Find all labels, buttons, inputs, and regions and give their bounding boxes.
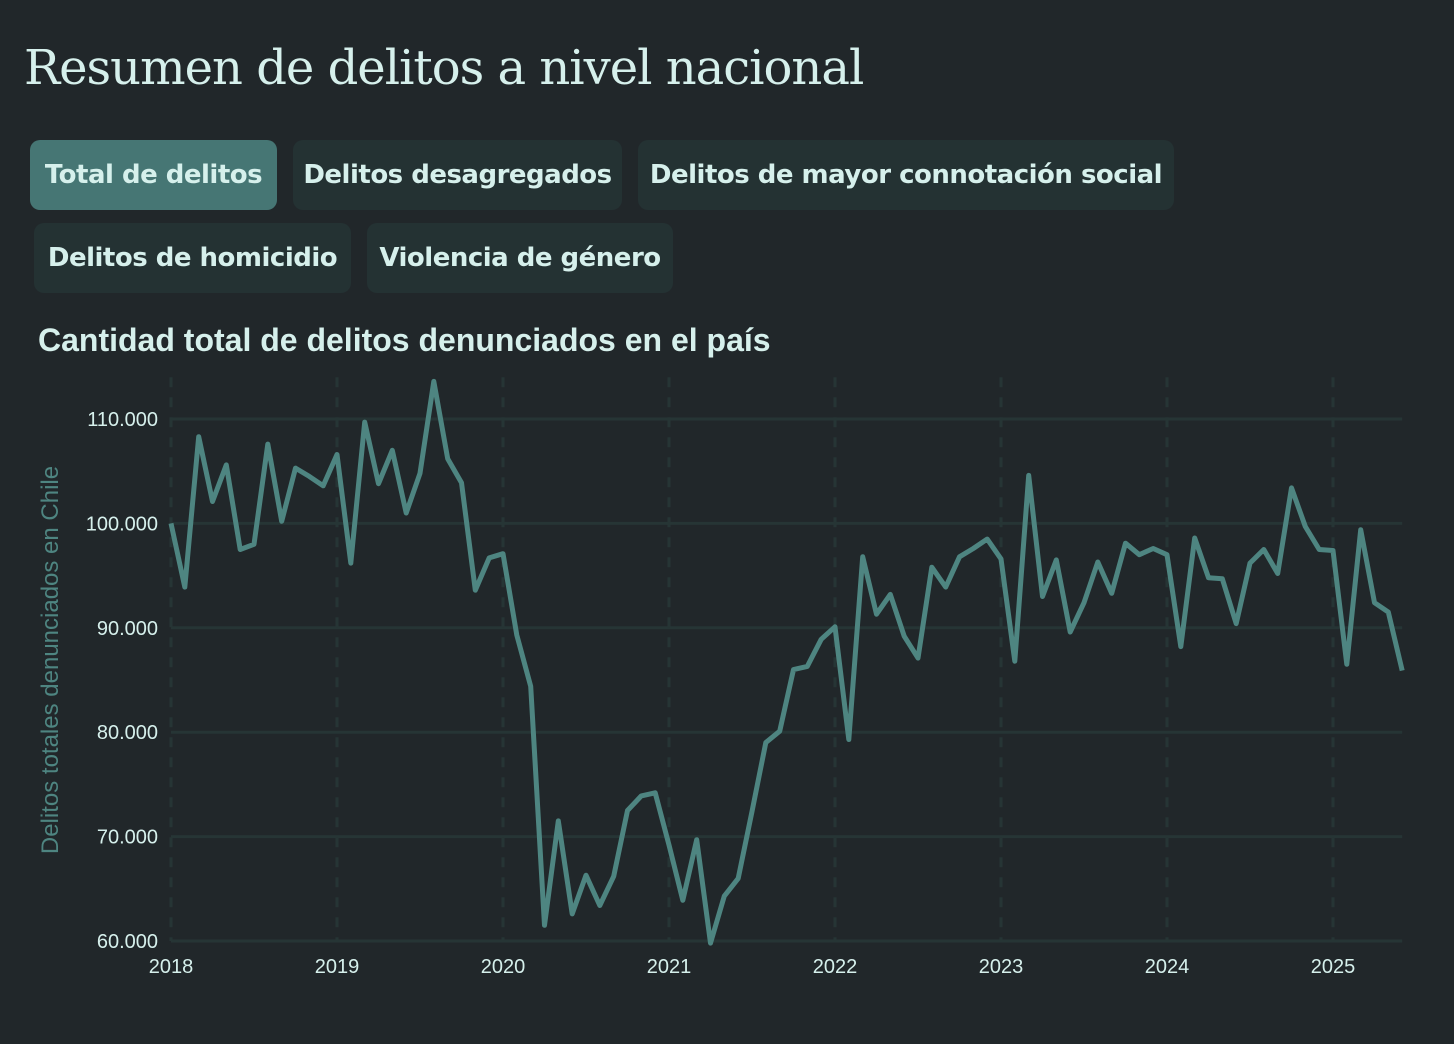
tab-total-de-delitos[interactable]: Total de delitos <box>30 140 277 210</box>
x-tick-label: 2019 <box>315 956 360 978</box>
tab-violencia-de-genero[interactable]: Violencia de género <box>367 223 673 293</box>
x-tick-label: 2022 <box>813 956 858 978</box>
y-tick-label: 60.000 <box>97 931 158 953</box>
series-line <box>168 378 1405 946</box>
tab-delitos-mayor-connotacion-social[interactable]: Delitos de mayor connotación social <box>638 140 1174 210</box>
y-tick-label: 90.000 <box>97 618 158 640</box>
x-tick-label: 2024 <box>1145 956 1190 978</box>
x-tick-label: 2018 <box>149 956 194 978</box>
chart-title: Cantidad total de delitos denunciados en… <box>38 322 771 358</box>
y-tick-label: 100.000 <box>86 513 158 535</box>
x-tick-label: 2020 <box>481 956 526 978</box>
x-tick-label: 2021 <box>647 956 692 978</box>
y-tick-label: 80.000 <box>97 722 158 744</box>
tab-delitos-desagregados[interactable]: Delitos desagregados <box>293 140 622 210</box>
y-tick-label: 110.000 <box>87 409 158 431</box>
y-axis-label: Delitos totales denunciados en Chile <box>37 466 64 854</box>
y-tick-label: 70.000 <box>97 827 158 849</box>
page-title: Resumen de delitos a nivel nacional <box>24 40 864 96</box>
x-tick-label: 2023 <box>979 956 1024 978</box>
x-tick-label: 2025 <box>1311 956 1356 978</box>
tab-delitos-de-homicidio[interactable]: Delitos de homicidio <box>34 223 351 293</box>
